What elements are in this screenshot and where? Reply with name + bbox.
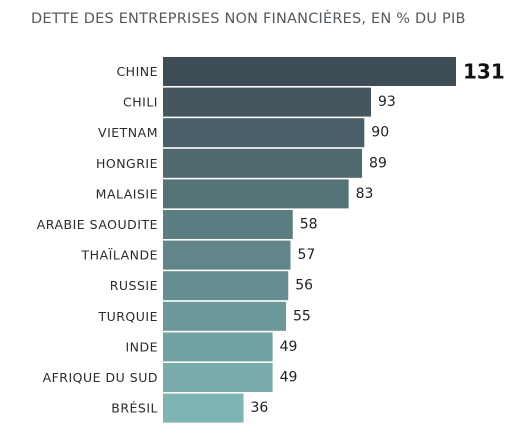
category-label-4: MALAISIE <box>96 186 158 201</box>
bar-5 <box>163 210 293 239</box>
category-label-9: INDE <box>125 339 158 354</box>
bar-10 <box>163 363 273 392</box>
bar-4 <box>163 179 349 209</box>
bar-11 <box>163 393 244 423</box>
bar-2 <box>163 118 365 148</box>
bar-0 <box>163 57 456 86</box>
value-label-5: 58 <box>300 217 318 233</box>
value-label-3: 89 <box>369 155 387 171</box>
labels-layer: CHINE 131 CHILI 93 VIETNAM 90 HONGRIE 89 MALAISI… <box>37 60 505 417</box>
value-label-6: 57 <box>297 247 315 263</box>
category-label-6: THAÏLANDE <box>81 248 158 263</box>
bar-6 <box>163 240 291 270</box>
bars-layer <box>163 57 456 423</box>
value-label-10: 49 <box>280 370 298 386</box>
category-label-2: VIETNAM <box>98 125 158 140</box>
value-label-1: 93 <box>378 94 396 110</box>
bar-7 <box>163 271 289 301</box>
category-label-5: ARABIE SAOUDITE <box>37 217 158 232</box>
value-label-2: 90 <box>371 125 389 141</box>
value-label-0: 131 <box>463 60 505 84</box>
bar-8 <box>163 301 287 331</box>
category-label-0: CHINE <box>116 64 158 79</box>
category-label-1: CHILI <box>123 95 158 110</box>
bar-3 <box>163 148 363 178</box>
value-label-11: 36 <box>251 400 269 416</box>
category-label-7: RUSSIE <box>110 278 158 293</box>
category-label-11: BRÉSIL <box>111 401 158 416</box>
category-label-3: HONGRIE <box>96 156 158 171</box>
bar-9 <box>163 332 273 362</box>
bar-1 <box>163 87 372 117</box>
chart-title: DETTE DES ENTREPRISES NON FINANCIÈRES, E… <box>31 11 466 27</box>
value-label-4: 83 <box>356 186 374 202</box>
category-label-10: AFRIQUE DU SUD <box>43 370 158 385</box>
category-label-8: TURQUIE <box>97 309 158 324</box>
value-label-7: 56 <box>295 278 313 294</box>
value-label-8: 55 <box>293 308 311 324</box>
value-label-9: 49 <box>280 339 298 355</box>
